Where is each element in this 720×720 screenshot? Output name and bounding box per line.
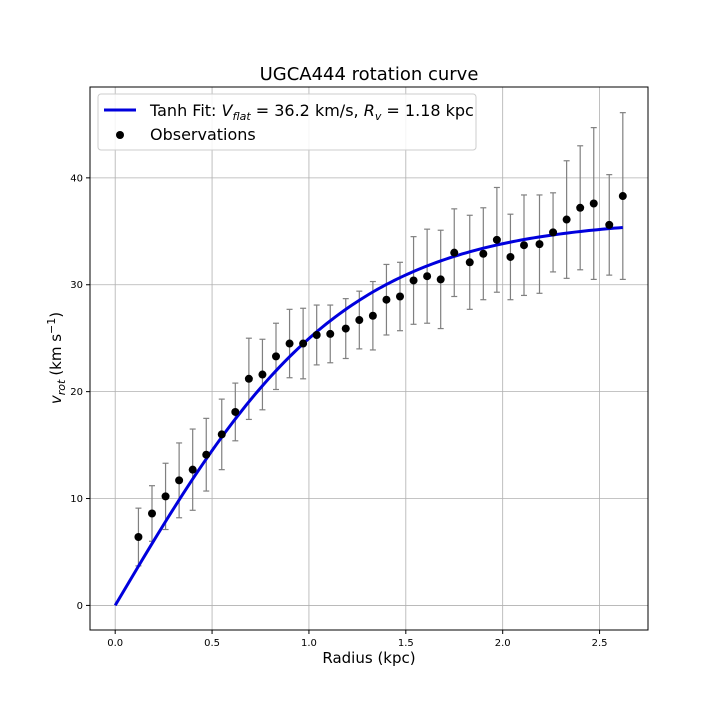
observation-point (479, 249, 488, 258)
observation-point (368, 311, 377, 320)
grid (90, 87, 648, 630)
observation-point (202, 450, 211, 459)
y-axis-ticks: 0 10 20 30 40 (70, 173, 90, 612)
y-tick-label: 40 (70, 173, 83, 184)
legend-fit-label: Tanh Fit: Vflat = 36.2 km/s, Rv = 1.18 k… (149, 101, 474, 123)
observation-point (161, 492, 170, 501)
legend-observations-label: Observations (150, 125, 256, 144)
observation-point (188, 465, 197, 474)
observation-point (506, 252, 515, 261)
observation-point (409, 276, 418, 285)
y-axis-label-symbol: v (47, 394, 65, 404)
observation-point (549, 228, 558, 237)
observation-point (576, 203, 585, 212)
y-axis-label-subscript: rot (55, 379, 68, 395)
x-tick-label: 2.0 (495, 638, 511, 649)
legend-observations-swatch (116, 131, 124, 139)
observation-point (299, 339, 308, 348)
legend-vflat-symbol: V (222, 101, 234, 120)
y-axis-label-units: (km s (47, 334, 65, 376)
x-tick-label: 0.5 (204, 638, 220, 649)
y-tick-label: 20 (70, 387, 83, 398)
x-tick-label: 1.5 (398, 638, 414, 649)
y-tick-label: 30 (70, 280, 83, 291)
observation-point (272, 352, 280, 361)
observation-point (326, 329, 335, 338)
fit-curve (113, 225, 623, 607)
observation-point (535, 240, 544, 249)
observation-point (231, 407, 240, 416)
y-axis-label: vrot (km s−1) (45, 312, 68, 404)
observation-point (436, 275, 445, 284)
observation-point (341, 324, 350, 333)
observation-point (355, 316, 364, 325)
fit-curve-layer (113, 225, 623, 607)
legend-rv-subscript: v (375, 110, 382, 123)
legend-vflat-subscript: flat (232, 110, 251, 123)
observation-point (258, 370, 267, 379)
y-axis-label-close: ) (47, 312, 65, 318)
observation-points (134, 192, 627, 542)
observation-point (217, 430, 226, 439)
x-tick-label: 1.0 (301, 638, 317, 649)
observation-point (618, 192, 627, 201)
observation-point (465, 258, 474, 267)
observation-point (175, 476, 184, 485)
observation-point (520, 241, 528, 250)
legend: Tanh Fit: Vflat = 36.2 km/s, Rv = 1.18 k… (97, 93, 477, 151)
observation-point (244, 374, 253, 383)
observation-point (396, 292, 404, 301)
y-tick-label: 0 (77, 601, 83, 612)
x-axis-ticks: 0.0 0.5 1.0 1.5 2.0 2.5 (107, 630, 608, 649)
legend-rv-symbol: R (364, 101, 375, 120)
observation-point (492, 235, 501, 244)
legend-box (97, 93, 477, 151)
observation-point (562, 215, 571, 224)
observation-point (148, 509, 156, 518)
observation-point (423, 272, 432, 281)
y-tick-label: 10 (70, 494, 83, 505)
x-tick-label: 0.0 (107, 638, 123, 649)
legend-fit-prefix: Tanh Fit: (149, 101, 222, 120)
observation-point (134, 533, 143, 542)
legend-rv-value: = 1.18 kpc (381, 101, 474, 120)
legend-vflat-value: = 36.2 km/s, (251, 101, 364, 120)
observation-point (382, 295, 391, 304)
y-axis-label-superscript: −1 (45, 318, 58, 334)
observation-point (285, 339, 294, 348)
plot-area-frame (89, 86, 649, 631)
observation-point (312, 330, 321, 339)
x-axis-label: Radius (kpc) (322, 649, 415, 667)
x-tick-label: 2.5 (592, 638, 608, 649)
observation-point (589, 199, 598, 208)
observation-point (605, 220, 614, 229)
observation-point (450, 248, 459, 257)
chart-title: UGCA444 rotation curve (260, 64, 479, 85)
